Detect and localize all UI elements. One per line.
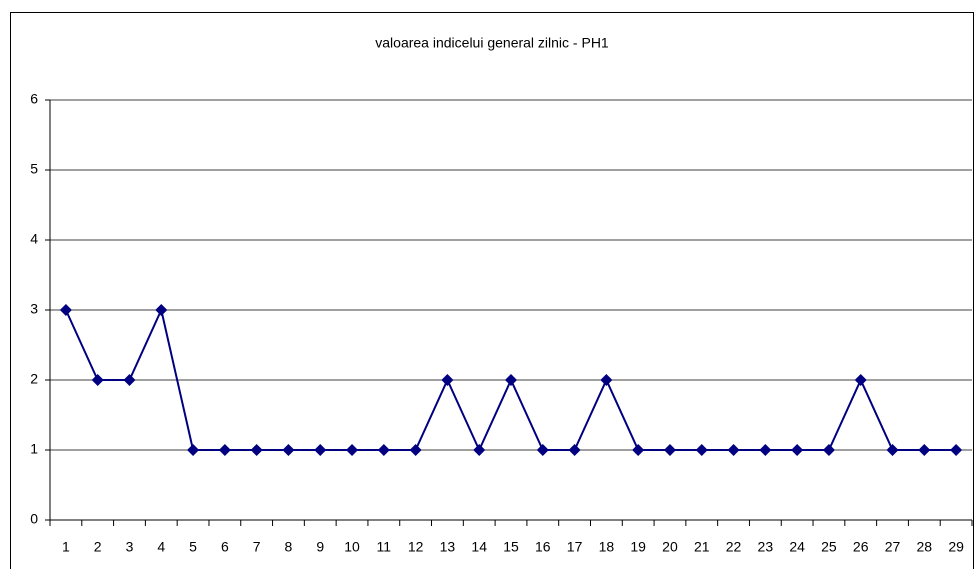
x-tick-label: 9 (316, 539, 324, 555)
chart-title: valoarea indicelui general zilnic - PH1 (375, 35, 609, 51)
marker (409, 444, 422, 456)
marker (759, 444, 772, 456)
x-tick-label: 29 (948, 539, 964, 555)
x-tick-label: 25 (821, 539, 837, 555)
marker (155, 304, 168, 316)
marker (854, 374, 867, 386)
x-tick-label: 8 (285, 539, 293, 555)
marker (918, 444, 931, 456)
marker (473, 444, 486, 456)
marker (791, 444, 804, 456)
marker (536, 444, 549, 456)
marker (886, 444, 899, 456)
y-tick-label: 3 (30, 301, 38, 317)
marker (505, 374, 517, 386)
x-tick-label: 13 (440, 539, 456, 555)
y-tick-label: 4 (30, 231, 38, 247)
marker (59, 304, 72, 316)
x-tick-label: 17 (567, 539, 583, 555)
marker (314, 444, 327, 456)
y-tick-label: 6 (30, 91, 38, 107)
x-tick-label: 28 (917, 539, 933, 555)
x-tick-label: 23 (758, 539, 774, 555)
y-tick-label: 1 (30, 441, 38, 457)
x-tick-label: 27 (885, 539, 901, 555)
marker (441, 374, 454, 386)
marker (663, 444, 676, 456)
x-tick-label: 10 (344, 539, 360, 555)
x-tick-label: 24 (789, 539, 805, 555)
marker (282, 444, 295, 456)
x-tick-label: 19 (630, 539, 646, 555)
x-tick-label: 21 (694, 539, 710, 555)
x-tick-label: 26 (853, 539, 869, 555)
x-tick-label: 12 (408, 539, 424, 555)
x-tick-label: 4 (157, 539, 165, 555)
y-tick-label: 0 (30, 511, 38, 527)
x-tick-label: 20 (662, 539, 678, 555)
x-tick-label: 6 (221, 539, 229, 555)
x-tick-label: 2 (94, 539, 102, 555)
marker (822, 444, 835, 456)
marker (632, 444, 645, 456)
y-tick-label: 5 (30, 161, 38, 177)
marker (568, 444, 581, 456)
x-tick-label: 15 (503, 539, 519, 555)
marker (187, 444, 200, 456)
x-tick-label: 11 (377, 539, 392, 555)
marker (123, 374, 136, 386)
marker (346, 444, 359, 456)
x-tick-label: 18 (599, 539, 615, 555)
marker (91, 374, 104, 386)
marker (377, 444, 390, 456)
marker (218, 444, 231, 456)
marker (600, 374, 613, 386)
x-tick-label: 1 (62, 539, 70, 555)
x-tick-label: 14 (471, 539, 487, 555)
marker (950, 444, 963, 456)
x-tick-label: 7 (253, 539, 261, 555)
x-tick-label: 22 (726, 539, 742, 555)
x-tick-label: 3 (126, 539, 134, 555)
marker (250, 444, 263, 456)
x-tick-label: 16 (535, 539, 551, 555)
y-tick-label: 2 (30, 371, 38, 387)
x-tick-label: 5 (189, 539, 197, 555)
marker (727, 444, 740, 456)
chart-frame (10, 12, 974, 569)
marker (695, 444, 708, 456)
